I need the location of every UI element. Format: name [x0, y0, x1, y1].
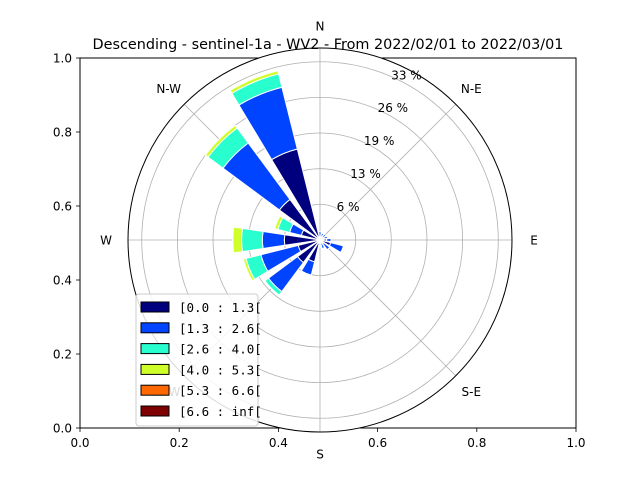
windrose-bar-segment: [261, 230, 286, 250]
windrose-bar-segment: [318, 244, 322, 248]
y-tick-label: 1.0: [53, 52, 72, 66]
polar-frame: [127, 47, 513, 433]
windrose-bar-segment: [325, 237, 332, 243]
windrose-bar-segment: [300, 270, 312, 277]
legend-swatch: [140, 405, 170, 417]
y-axis-ticks: 0.0 0.2 0.4 0.6 0.8 1.0: [53, 52, 80, 436]
radial-label: 33 %: [391, 68, 422, 82]
windrose-bar-segment: [321, 233, 327, 239]
direction-label: N-W: [156, 82, 181, 96]
x-axis-ticks: 0.0 0.2 0.4 0.6 0.8 1.0: [70, 428, 586, 450]
legend-label: [5.3 : 6.6[: [179, 383, 262, 398]
direction-label: E: [530, 234, 538, 248]
windrose-bar-segment: [232, 226, 243, 254]
x-tick-label: 0.0: [70, 436, 89, 450]
y-tick-label: 0.6: [53, 200, 72, 214]
radial-label: 13 %: [350, 167, 381, 181]
legend-swatch: [140, 322, 170, 334]
direction-label: S-E: [462, 385, 482, 399]
angular-gridline: [319, 103, 457, 241]
angular-gridline: [319, 239, 457, 377]
radial-label: 6 %: [337, 200, 360, 214]
direction-label: N-E: [461, 82, 482, 96]
radial-label: 19 %: [364, 134, 395, 148]
legend-swatch: [140, 384, 170, 396]
legend-swatch: [140, 301, 170, 313]
windrose-bar-segment: [323, 235, 329, 240]
windrose-bar-segment: [321, 241, 331, 251]
y-tick-label: 0.0: [53, 422, 72, 436]
x-tick-label: 0.6: [368, 436, 387, 450]
y-tick-label: 0.8: [53, 126, 72, 140]
x-tick-label: 0.8: [467, 436, 486, 450]
cartesian-axes: 0.0 0.2 0.4 0.6 0.8 1.0 0.0 0.2 0.4 0.6 0.8 1.0: [53, 52, 586, 451]
direction-label: S: [316, 448, 324, 462]
direction-label: N: [316, 20, 325, 34]
windrose-bar-segment: [241, 227, 264, 253]
legend-label: [2.6 : 4.0[: [179, 342, 262, 357]
windrose-bar-segment: [229, 70, 280, 94]
x-tick-label: 0.2: [170, 436, 189, 450]
legend-label: [6.6 : inf[: [179, 404, 262, 419]
x-tick-label: 0.4: [269, 436, 288, 450]
windrose-bar-segment: [274, 215, 284, 231]
windrose-bar-segment: [320, 232, 325, 239]
y-tick-label: 0.4: [53, 274, 72, 288]
windrose-bar-segment: [242, 257, 256, 282]
legend-label: [4.0 : 5.3[: [179, 362, 262, 377]
legend-label: [0.0 : 1.3[: [179, 300, 262, 315]
legend: [0.0 : 1.3[ [1.3 : 2.6[ [2.6 : 4.0[ [4.0 : …: [135, 293, 262, 427]
windrose-bars: [204, 70, 345, 296]
x-tick-label: 1.0: [566, 436, 585, 450]
legend-swatch: [140, 343, 170, 355]
windrose-bar-segment: [328, 242, 345, 254]
legend-swatch: [140, 363, 170, 375]
radial-labels: 6 % 13 % 19 % 26 % 33 %: [337, 68, 422, 214]
direction-label: W: [100, 234, 112, 248]
y-tick-label: 0.2: [53, 348, 72, 362]
legend-label: [1.3 : 2.6[: [179, 321, 262, 336]
chart-title: Descending - sentinel-1a - WV2 - From 20…: [93, 37, 564, 53]
windrose-bar-segment: [204, 124, 238, 158]
windrose-bar-segment: [264, 277, 283, 296]
radial-label: 26 %: [378, 101, 409, 115]
